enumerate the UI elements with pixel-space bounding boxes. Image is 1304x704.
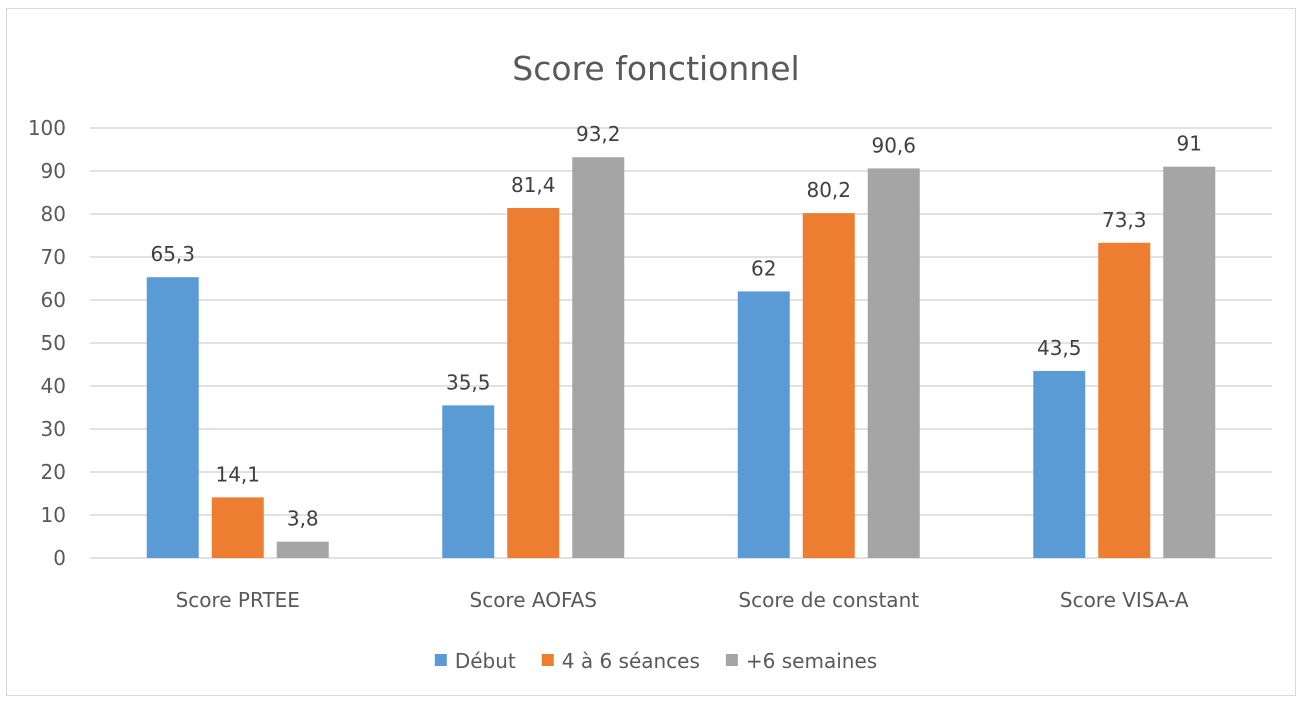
bars: [146, 157, 1216, 559]
bar: [1163, 166, 1216, 558]
bar: [146, 277, 199, 558]
data-label: 14,1: [215, 462, 260, 486]
data-label: 80,2: [806, 178, 851, 202]
data-label: 3,8: [287, 507, 319, 531]
data-label: 81,4: [511, 173, 556, 197]
data-labels: 65,3 14,1 3,8 35,5 81,4 93,2 62 80,2 90,6 43,5 73,…: [150, 122, 1201, 530]
bar: [442, 405, 495, 558]
bar: [507, 207, 560, 559]
y-tick-label: 80: [41, 202, 66, 226]
chart-title: Score fonctionnel: [512, 49, 799, 88]
y-tick-label: 20: [41, 460, 66, 484]
data-label: 90,6: [871, 133, 916, 157]
category-label: Score PRTEE: [176, 588, 300, 612]
bar: [867, 168, 920, 559]
y-tick-label: 0: [53, 546, 66, 570]
y-tick-label: 100: [28, 116, 66, 140]
bar: [737, 291, 790, 558]
y-tick-label: 30: [41, 417, 66, 441]
data-label: 43,5: [1037, 336, 1082, 360]
chart-frame: [6, 8, 1296, 696]
data-label: 35,5: [446, 370, 491, 394]
y-tick-label: 50: [41, 331, 66, 355]
y-axis-ticks: 0 10 20 30 40 50 60 70 80 90 100: [28, 116, 66, 570]
legend-label: 4 à 6 séances: [562, 649, 700, 673]
data-label: 73,3: [1102, 208, 1147, 232]
category-label: Score AOFAS: [470, 588, 598, 612]
gridlines: [90, 127, 1272, 559]
bar: [276, 541, 329, 558]
category-label: Score de constant: [738, 588, 919, 612]
legend-swatch: [434, 654, 447, 666]
legend: Début 4 à 6 séances +6 semaines: [434, 649, 877, 673]
y-tick-label: 10: [41, 503, 66, 527]
y-tick-label: 70: [41, 245, 66, 269]
data-label: 65,3: [150, 242, 195, 266]
y-tick-label: 90: [41, 159, 66, 183]
y-tick-label: 60: [41, 288, 66, 312]
bar: [802, 213, 855, 558]
bar: [1033, 370, 1086, 558]
category-labels: Score PRTEE Score AOFAS Score de constant S…: [176, 588, 1189, 612]
legend-swatch: [725, 654, 738, 666]
data-label: 62: [751, 256, 776, 280]
data-label: 93,2: [576, 122, 621, 146]
legend-label: +6 semaines: [746, 649, 877, 673]
y-tick-label: 40: [41, 374, 66, 398]
category-label: Score VISA-A: [1060, 588, 1189, 612]
bar: [1098, 242, 1151, 558]
bar: [572, 157, 625, 559]
bar: [211, 497, 264, 558]
legend-label: Début: [455, 649, 516, 673]
legend-swatch: [541, 654, 554, 666]
data-label: 91: [1177, 132, 1202, 156]
